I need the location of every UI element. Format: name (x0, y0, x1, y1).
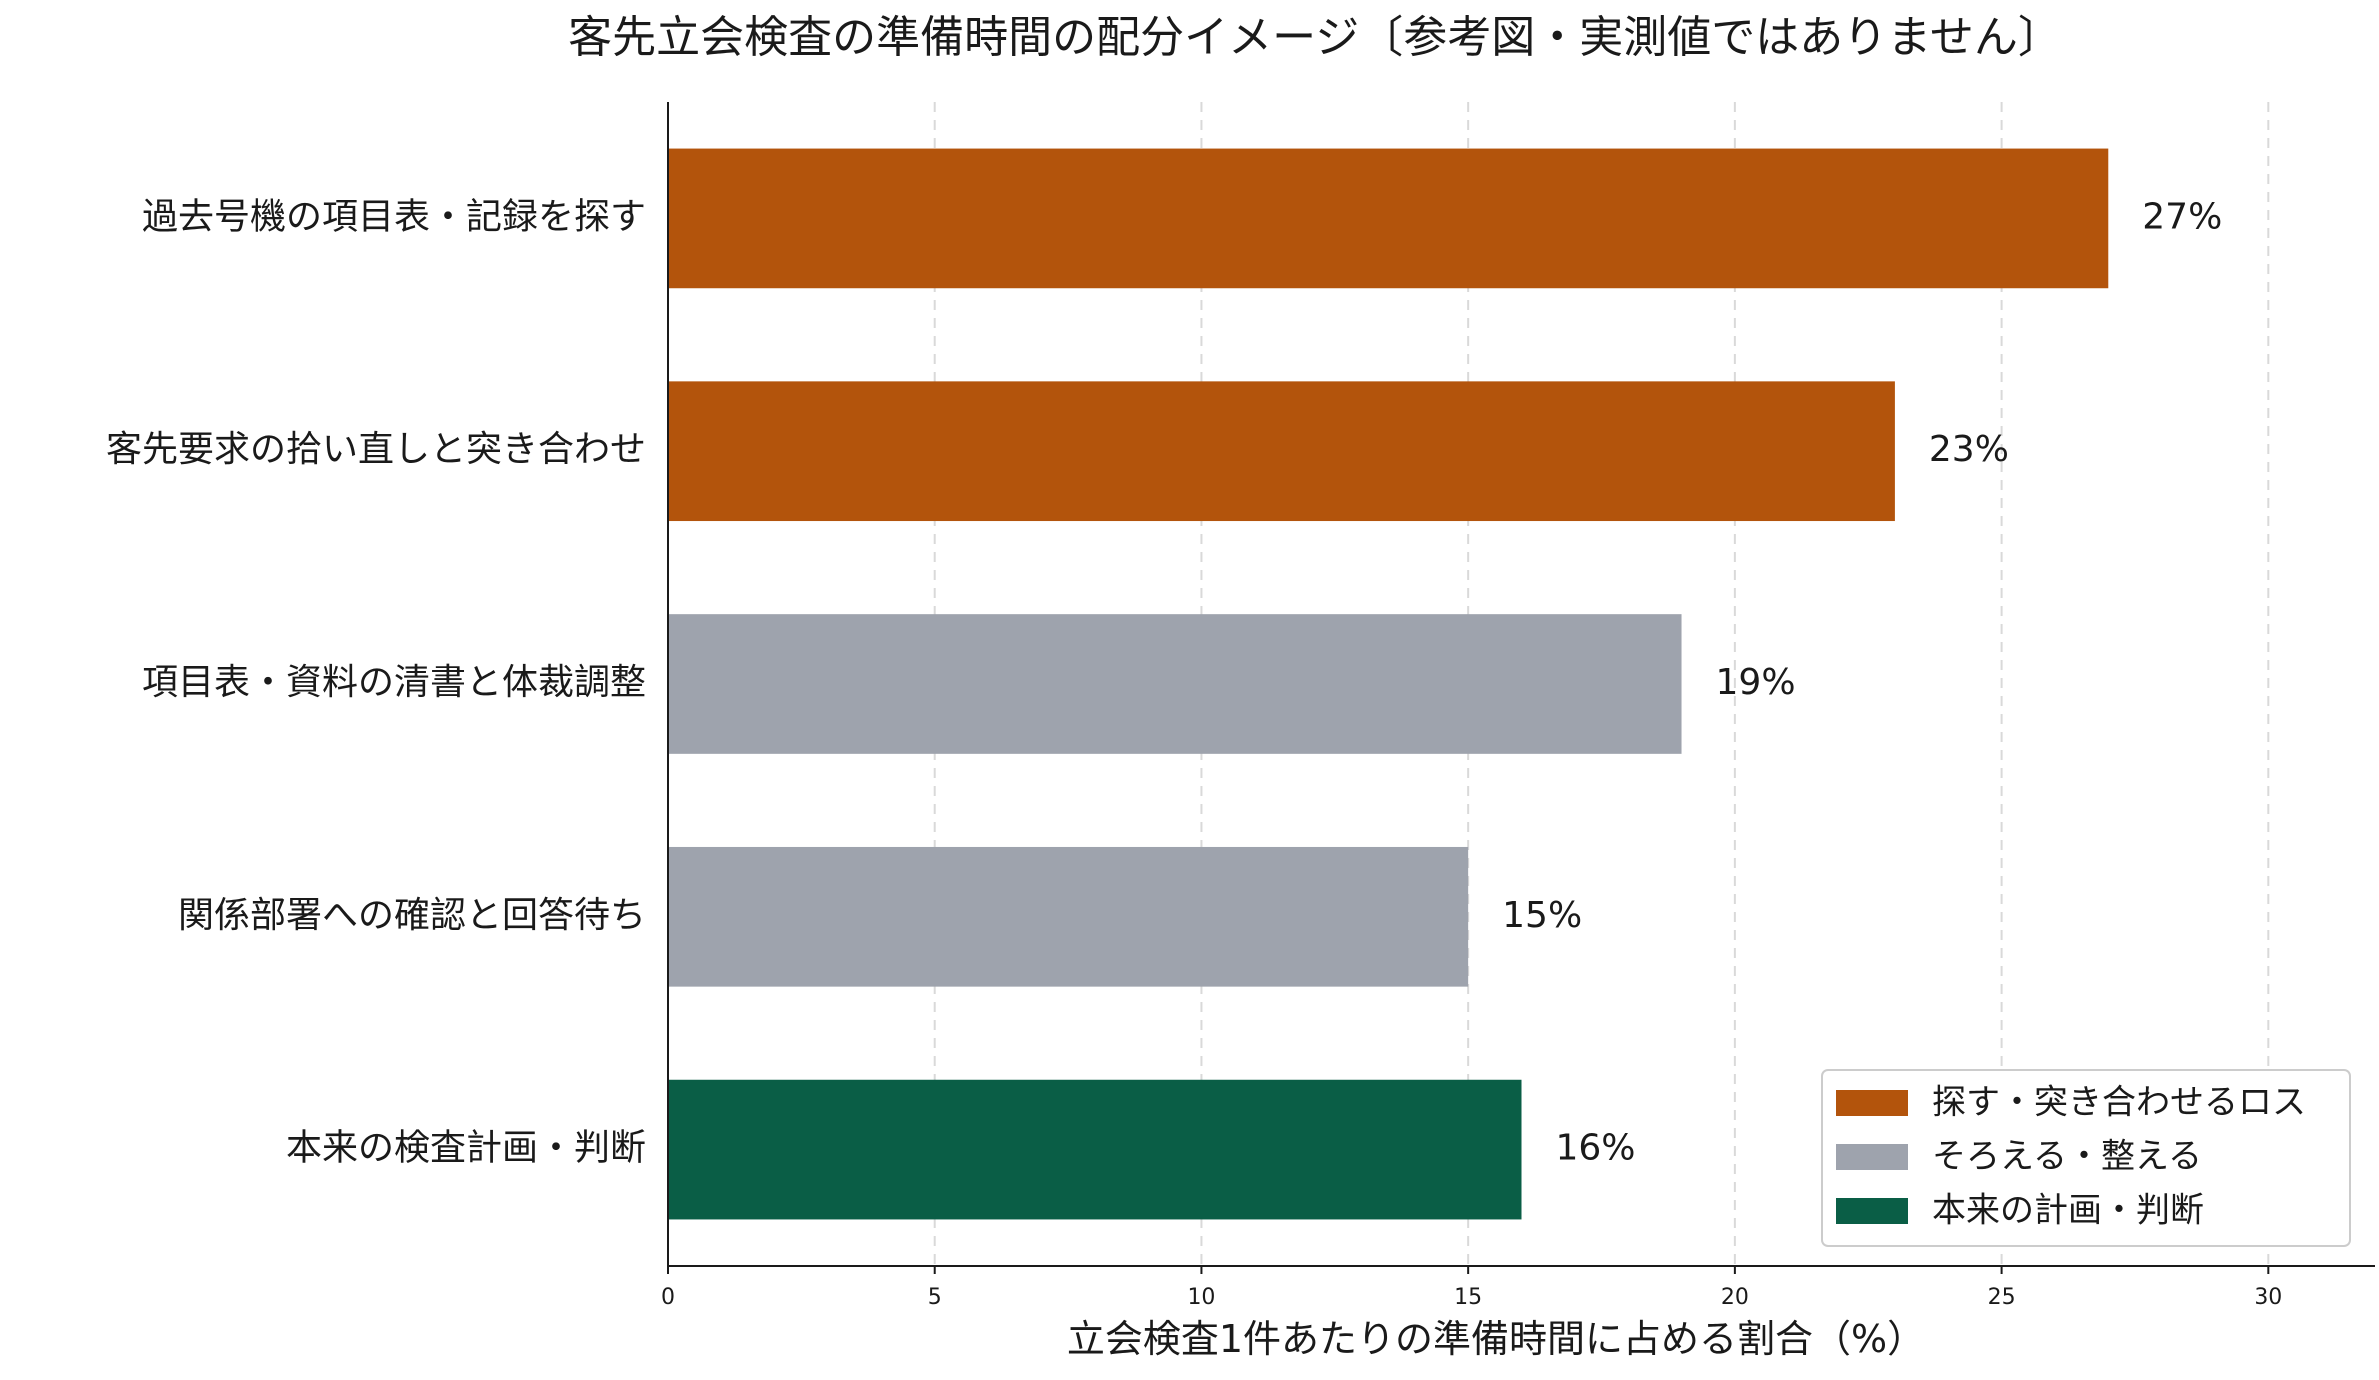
x-tick-label: 15 (1454, 1285, 1482, 1310)
x-tick-label: 5 (928, 1285, 942, 1310)
bar-3 (668, 614, 1682, 754)
value-label-3: 19% (1716, 662, 1796, 703)
bar-5 (668, 1079, 1522, 1220)
legend-label-loss: 探す・突き合わせるロス (1932, 1083, 2306, 1123)
value-label-2: 23% (1929, 429, 2009, 470)
value-label-5: 16% (1556, 1128, 1636, 1169)
legend-label-arrange: そろえる・整える (1932, 1137, 2202, 1177)
axes (667, 102, 2375, 1267)
legend-swatch-arrange (1836, 1144, 1908, 1170)
legend-swatch-core (1836, 1198, 1908, 1224)
legend-swatch-loss (1836, 1090, 1908, 1116)
x-tick-label: 30 (2254, 1285, 2282, 1310)
x-axis-label: 立会検査1件あたりの準備時間に占める割合（%） (1067, 1317, 1925, 1361)
category-label-5: 本来の検査計画・判断 (286, 1128, 646, 1169)
x-tick-label: 25 (1988, 1285, 2016, 1310)
x-tick-label: 0 (661, 1285, 675, 1310)
category-label-2: 客先要求の拾い直しと突き合わせ (106, 429, 646, 470)
legend-label-core: 本来の計画・判断 (1932, 1191, 2204, 1231)
category-label-1: 過去号機の項目表・記録を探す (142, 196, 646, 237)
value-labels: 27% 23% 19% 15% 16% (1502, 196, 2222, 1168)
bar-1 (668, 148, 2109, 289)
bar-2 (668, 381, 1895, 522)
value-label-1: 27% (2142, 196, 2222, 237)
bars (668, 148, 2109, 1220)
category-labels: 過去号機の項目表・記録を探す客先要求の拾い直しと突き合わせ項目表・資料の清書と体… (106, 196, 646, 1168)
bar-4 (668, 846, 1469, 987)
category-label-4: 関係部署への確認と回答待ち (178, 895, 646, 936)
x-tick-label: 10 (1187, 1285, 1215, 1310)
legend-box (1821, 1069, 2351, 1247)
category-label-3: 項目表・資料の清書と体裁調整 (142, 662, 646, 703)
value-label-4: 15% (1502, 895, 1582, 936)
x-tick-label: 20 (1721, 1285, 1749, 1310)
chart-title: 客先立会検査の準備時間の配分イメージ〔参考図・実測値ではありません〕 (568, 12, 2062, 63)
x-tick-labels: 0 5 10 15 20 25 30 (661, 1266, 2282, 1310)
